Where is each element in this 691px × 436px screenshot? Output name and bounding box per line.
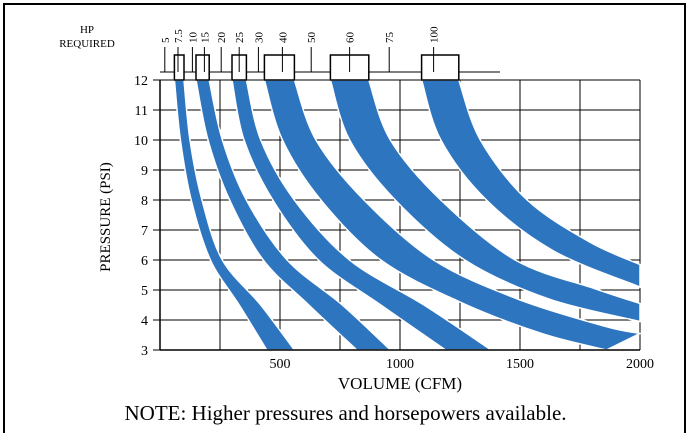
- hp-label: 10: [187, 32, 199, 44]
- hp-bands: [173, 79, 643, 351]
- hp-band: [420, 79, 641, 289]
- hp-box: [263, 54, 296, 81]
- y-axis-label: PRESSURE (PSI): [98, 162, 114, 272]
- hp-title-line1: HP: [80, 24, 94, 36]
- y-tick-label: 3: [141, 344, 148, 359]
- hp-band: [329, 79, 641, 323]
- hp-label: 100: [429, 26, 441, 43]
- y-tick-label: 10: [134, 134, 148, 149]
- hp-label: 7.5: [173, 29, 185, 43]
- hp-label: 25: [234, 32, 246, 44]
- hp-title-line2: REQUIRED: [59, 38, 115, 50]
- hp-label: 15: [199, 32, 211, 44]
- x-tick-label: 1500: [506, 357, 534, 372]
- x-tick-label: 2000: [626, 357, 654, 372]
- hp-box: [420, 54, 460, 81]
- hp-pressure-volume-chart: 3 4 5 6 7 8 9 10 11 12 500 1000 1500 2000 HP REQUIRED…: [59, 24, 654, 393]
- chart-frame: [3, 3, 686, 433]
- hp-box: [173, 54, 185, 81]
- y-tick-label: 5: [141, 284, 148, 299]
- y-tick-label: 8: [141, 194, 148, 209]
- y-tick-label: 4: [141, 314, 148, 329]
- hp-box: [195, 54, 210, 81]
- y-tick-label: 11: [135, 104, 148, 119]
- x-tick-label: 1000: [386, 357, 414, 372]
- hp-band: [263, 79, 643, 351]
- hp-label: 30: [253, 32, 265, 44]
- x-axis-label: VOLUME (CFM): [338, 374, 462, 393]
- hp-label: 75: [384, 32, 396, 44]
- y-tick-label: 9: [141, 164, 148, 179]
- hp-label: 50: [306, 32, 318, 44]
- hp-label: 40: [277, 32, 289, 44]
- y-tick-label: 7: [141, 224, 148, 239]
- y-tick-label: 12: [134, 74, 148, 89]
- axes: 3 4 5 6 7 8 9 10 11 12 500 1000 1500 2000: [134, 74, 654, 372]
- hp-label: 5: [160, 37, 172, 43]
- note-text: NOTE: Higher pressures and horsepowers a…: [124, 401, 567, 425]
- y-tick-label: 6: [141, 254, 148, 269]
- hp-label: 20: [216, 32, 228, 44]
- hp-label: 60: [345, 32, 357, 44]
- hp-scale: HP REQUIRED 5 7.5 10 15 20 25 30 40 50 60 75 100: [59, 24, 500, 81]
- x-tick-label: 500: [270, 357, 291, 372]
